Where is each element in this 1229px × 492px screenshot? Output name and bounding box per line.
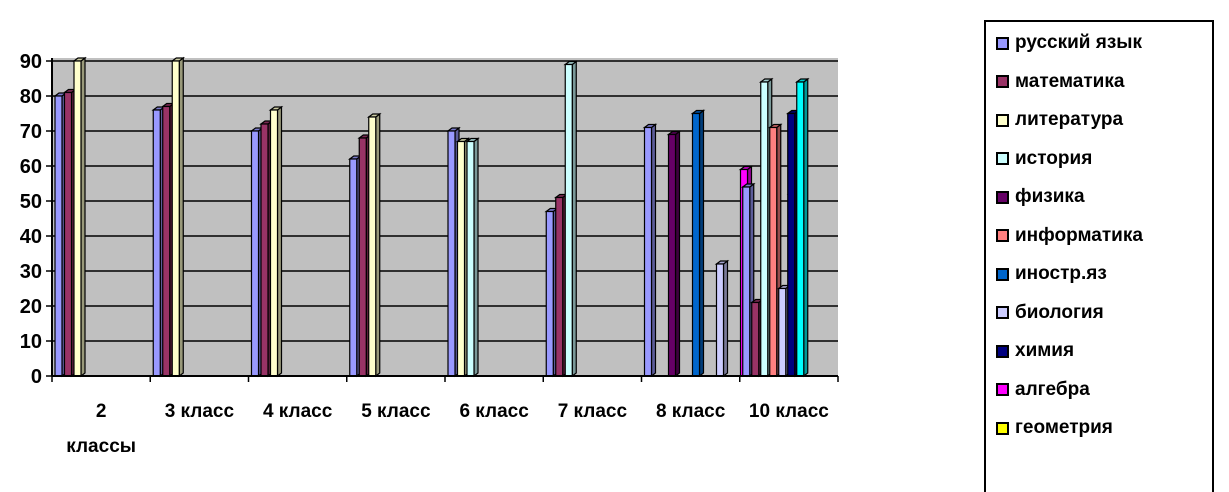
- legend-item: иностр.яз: [996, 263, 1107, 285]
- bar: [63, 91, 73, 377]
- bar: [260, 123, 269, 377]
- bar: [171, 60, 180, 377]
- y-tick-label: 80: [20, 86, 42, 108]
- y-tick-label: 50: [20, 191, 42, 213]
- x-category-label: 5 класс: [361, 401, 431, 422]
- bar: [466, 140, 475, 377]
- y-tick-label: 40: [20, 226, 42, 248]
- y-tick-label: 70: [20, 121, 42, 143]
- x-category-label: 4 класс: [263, 401, 333, 422]
- bar: [368, 116, 377, 377]
- legend-item: биология: [996, 302, 1104, 324]
- bar-side: [178, 56, 184, 378]
- bar: [787, 112, 796, 377]
- legend-label: алгебра: [1015, 378, 1090, 400]
- bar: [358, 137, 367, 377]
- legend-label: биология: [1015, 301, 1104, 323]
- legend-label: математика: [1015, 70, 1125, 92]
- y-tick-label: 90: [20, 51, 42, 73]
- legend-swatch: [996, 306, 1009, 319]
- y-tick-label: 60: [20, 156, 42, 178]
- bar: [796, 81, 805, 377]
- y-tick-label: 0: [31, 366, 42, 388]
- bar: [349, 158, 358, 377]
- x-category-label: 6 класс: [459, 401, 529, 422]
- legend-label: русский язык: [1015, 32, 1142, 53]
- bar: [456, 140, 466, 377]
- bar: [250, 130, 260, 377]
- legend-label: физика: [1015, 186, 1085, 207]
- bar: [715, 263, 725, 377]
- bar: [564, 63, 573, 377]
- legend-swatch: [996, 75, 1009, 88]
- bar: [778, 287, 787, 377]
- legend-swatch: [996, 190, 1009, 204]
- legend-item: математика: [996, 71, 1124, 93]
- legend-item: алгебра: [996, 379, 1090, 401]
- bar-side: [276, 105, 283, 378]
- y-tick-label: 10: [20, 331, 42, 353]
- bar-chart: 0 10 20 30 40 50 60 70 80 90 2 классы 3 класс 4 класс…: [20, 51, 839, 457]
- bar: [269, 109, 279, 377]
- legend-swatch: [996, 36, 1009, 50]
- legend-swatch: [996, 152, 1009, 165]
- bar: [643, 126, 653, 377]
- bar: [152, 109, 161, 377]
- bar: [751, 301, 760, 377]
- legend-item: химия: [996, 340, 1074, 362]
- bar: [667, 133, 677, 377]
- legend-label: химия: [1015, 340, 1075, 361]
- legend-label: информатика: [1015, 224, 1143, 246]
- x-category-label: 8 класс: [656, 401, 726, 422]
- bar-side: [375, 112, 381, 378]
- bar: [447, 130, 456, 377]
- bar: [742, 186, 751, 377]
- y-tick-label: 30: [20, 261, 42, 283]
- y-tick-label: 20: [20, 296, 42, 318]
- bar: [545, 210, 554, 377]
- x-category-label: 2: [96, 401, 107, 422]
- legend-label: геометрия: [1015, 417, 1113, 438]
- legend-item: геометрия: [996, 417, 1113, 439]
- legend-label: иностр.яз: [1015, 263, 1107, 284]
- bar: [760, 81, 769, 377]
- legend-item: физика: [996, 186, 1085, 208]
- bar: [73, 60, 82, 377]
- bar-side: [473, 137, 479, 378]
- legend-item: информатика: [996, 225, 1143, 247]
- legend-label: история: [1015, 147, 1093, 169]
- legend-swatch: [996, 267, 1009, 281]
- bar: [769, 126, 778, 377]
- legend-swatch: [996, 421, 1009, 435]
- bar: [162, 105, 171, 377]
- legend-label: литература: [1015, 109, 1124, 130]
- x-category-label: 3 класс: [165, 401, 235, 422]
- legend-swatch: [996, 344, 1009, 358]
- legend-swatch: [996, 229, 1009, 242]
- bar: [54, 95, 63, 377]
- legend-item: история: [996, 148, 1092, 170]
- legend-swatch: [996, 113, 1009, 127]
- legend-item: русский язык: [996, 32, 1142, 54]
- bar: [555, 196, 564, 377]
- legend-swatch: [996, 383, 1009, 396]
- x-category-label: 7 класс: [558, 401, 628, 422]
- x-category-label: 10 класс: [749, 401, 829, 422]
- bar: [691, 112, 701, 377]
- legend-item: литература: [996, 109, 1123, 131]
- legend: русский язык математика литература история ф…: [984, 20, 1214, 492]
- x-category-label: классы: [66, 436, 136, 457]
